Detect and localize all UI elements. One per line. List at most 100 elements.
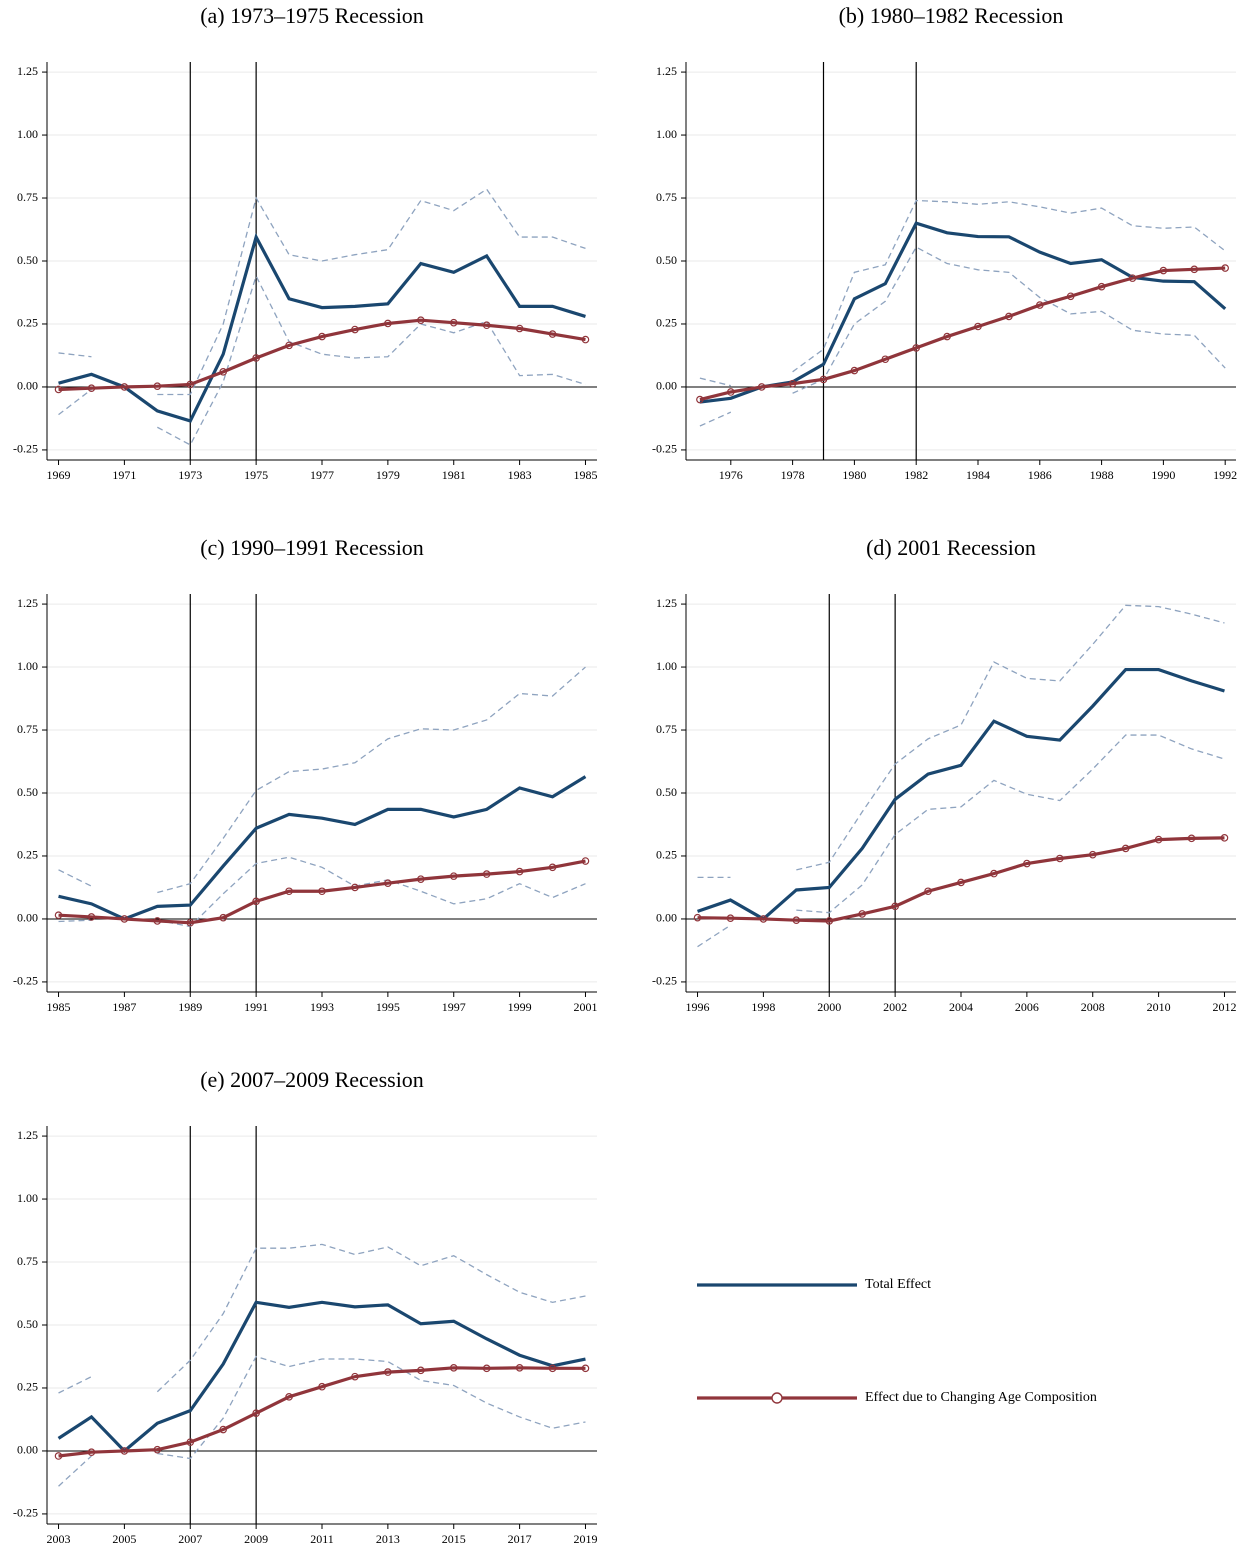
y-tick-label: -0.25 [13, 1506, 38, 1520]
point [384, 1368, 392, 1376]
point [548, 863, 557, 872]
point [1154, 835, 1163, 844]
x-tick-label: 2005 [112, 1532, 136, 1546]
series-line [57, 1300, 586, 1454]
y-tick-label: 0.25 [17, 1380, 38, 1394]
x-tick-label: 2006 [1015, 1000, 1039, 1014]
x-tick-label: 2015 [442, 1532, 466, 1546]
point [351, 325, 359, 334]
x-tick-label: 1984 [966, 468, 990, 482]
point [581, 857, 590, 865]
point [252, 354, 260, 362]
point [449, 872, 458, 880]
x-tick-label: 1996 [686, 1000, 710, 1014]
point [693, 913, 702, 922]
ci-upper [697, 604, 1225, 879]
point [1005, 312, 1013, 321]
point [87, 913, 96, 921]
x-tick-label: 1973 [178, 468, 202, 482]
ci-lower [58, 856, 586, 928]
y-tick-label: 1.25 [17, 64, 38, 78]
y-tick-label: 1.00 [17, 1191, 38, 1205]
x-tick-label: 2013 [376, 1532, 400, 1546]
point [153, 382, 162, 390]
point [252, 897, 260, 906]
point [515, 324, 524, 333]
point [54, 911, 63, 919]
point [252, 1409, 260, 1417]
y-tick-label: 0.00 [656, 911, 677, 925]
point [449, 1364, 458, 1372]
point [318, 332, 326, 341]
x-tick-label: 1971 [112, 468, 136, 482]
point [515, 867, 524, 876]
point [924, 887, 932, 896]
y-tick-label: -0.25 [13, 442, 38, 456]
x-tick-label: 2001 [573, 1000, 597, 1014]
x-tick-label: 2010 [1147, 1000, 1171, 1014]
x-tick-label: 2008 [1081, 1000, 1105, 1014]
x-tick-label: 1982 [904, 468, 928, 482]
point [850, 366, 859, 375]
panel-title: (e) 2007–2009 Recession [200, 1067, 424, 1092]
point [1187, 834, 1196, 843]
point [581, 335, 590, 344]
ci-lower [699, 246, 1226, 427]
x-tick-label: 1980 [842, 468, 866, 482]
y-tick-label: 1.25 [17, 1128, 38, 1142]
x-tick-label: 2012 [1212, 1000, 1236, 1014]
x-tick-label: 1992 [1213, 468, 1237, 482]
point [990, 869, 998, 878]
x-tick-label: 2011 [310, 1532, 334, 1546]
x-tick-label: 2004 [949, 1000, 973, 1014]
point [87, 384, 96, 393]
x-tick-label: 1985 [573, 468, 597, 482]
point [186, 918, 195, 927]
point [912, 344, 920, 352]
x-tick-label: 1987 [112, 1000, 136, 1014]
y-tick-label: 0.00 [17, 379, 38, 393]
series-line [58, 318, 586, 392]
point [1056, 854, 1064, 863]
point [482, 1364, 491, 1373]
point [153, 917, 162, 925]
y-tick-label: -0.25 [13, 974, 38, 988]
x-tick-label: 1999 [508, 1000, 532, 1014]
ci-lower [58, 1355, 586, 1487]
x-tick-label: 1977 [310, 468, 334, 482]
panel-title: (d) 2001 Recession [866, 535, 1036, 560]
y-tick-label: 0.50 [17, 253, 38, 267]
point [285, 1392, 293, 1401]
y-tick-label: 0.00 [656, 379, 677, 393]
point [87, 1448, 96, 1457]
series-line [58, 232, 586, 423]
point [696, 395, 704, 404]
point [943, 332, 951, 341]
x-tick-label: 2002 [883, 1000, 907, 1014]
y-tick-label: 1.00 [656, 127, 677, 141]
point [219, 913, 227, 922]
x-tick-label: 1981 [442, 468, 466, 482]
point [318, 887, 326, 896]
point [120, 383, 129, 391]
ci-lower [58, 274, 586, 446]
point [727, 388, 735, 396]
y-tick-label: 0.75 [656, 190, 677, 204]
ci-upper [58, 666, 586, 894]
y-tick-label: -0.25 [652, 442, 677, 456]
point [449, 318, 458, 327]
point [825, 917, 834, 925]
point [1159, 266, 1168, 275]
y-tick-label: 0.75 [17, 722, 38, 736]
x-tick-label: 1990 [1151, 468, 1175, 482]
point [757, 383, 766, 391]
x-tick-label: 1995 [376, 1000, 400, 1014]
x-tick-label: 2019 [573, 1532, 597, 1546]
point [482, 870, 491, 878]
point [548, 330, 557, 338]
point [858, 910, 866, 918]
x-tick-label: 1979 [376, 468, 400, 482]
point [186, 380, 195, 389]
